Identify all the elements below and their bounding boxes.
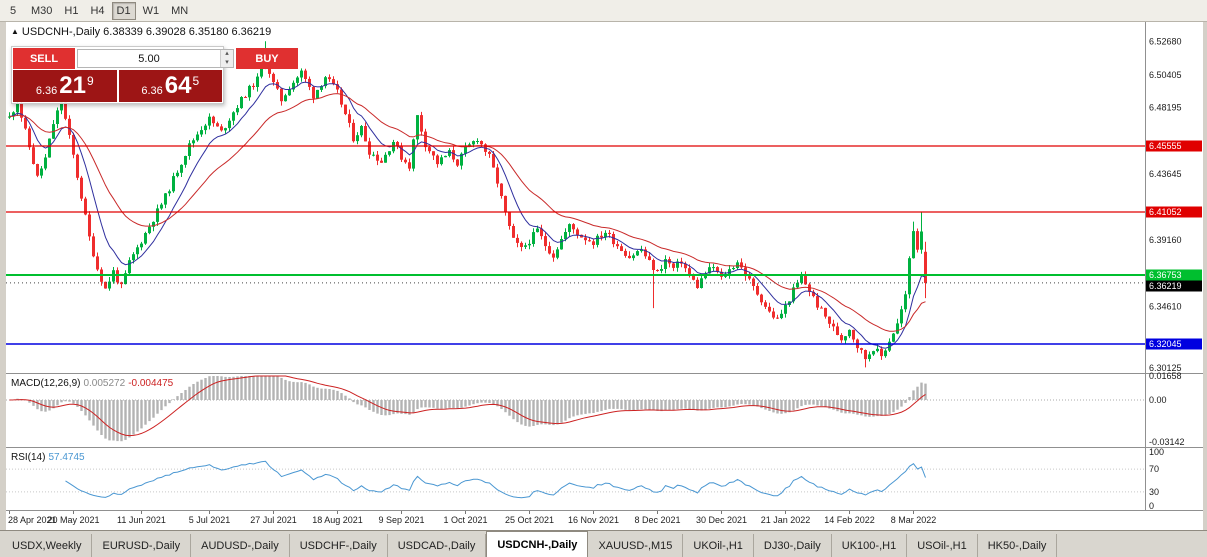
svg-text:6.36219: 6.36219 [1149, 281, 1182, 291]
buy-price-big: 64 [164, 72, 192, 99]
timeframe-button-h1[interactable]: H1 [64, 4, 79, 17]
timeframe-button-h4[interactable]: H4 [90, 4, 105, 17]
timeframe-button-w1[interactable]: W1 [142, 4, 160, 17]
candles-layer [8, 41, 927, 368]
svg-text:6.32045: 6.32045 [1149, 339, 1182, 349]
rsi-name: RSI(14) [11, 452, 46, 463]
sell-price-sup: 9 [86, 73, 94, 88]
timeframe-button-m30[interactable]: M30 [31, 4, 53, 17]
macd-indicator-label: MACD(12,26,9) 0.005272 -0.004475 [11, 378, 173, 389]
chart-symbol-label: USDCNH-,Daily [21, 26, 101, 38]
moving-average-lines [9, 81, 926, 349]
svg-text:14 Feb 2022: 14 Feb 2022 [824, 515, 875, 525]
volume-input[interactable] [78, 50, 220, 67]
svg-text:6.48195: 6.48195 [1149, 102, 1182, 112]
buy-button[interactable]: BUY [236, 48, 298, 69]
price-axis: 6.52680 6.50405 6.48195 6.43645 6.39160 6.346… [6, 22, 1203, 511]
svg-text:30: 30 [1149, 487, 1159, 497]
svg-text:30 Dec 2021: 30 Dec 2021 [696, 515, 747, 525]
volume-spinner: ▴ ▾ [220, 50, 233, 67]
svg-text:8 Dec 2021: 8 Dec 2021 [634, 515, 680, 525]
svg-text:6.39160: 6.39160 [1149, 235, 1182, 245]
svg-text:1 Oct 2021: 1 Oct 2021 [443, 515, 487, 525]
svg-text:9 Sep 2021: 9 Sep 2021 [378, 515, 424, 525]
chart-title: ▲ USDCNH-,Daily 6.38339 6.39028 6.35180 6.362… [11, 26, 274, 38]
sell-price-button[interactable]: 6.36 21 9 [13, 70, 117, 102]
svg-text:11 Jun 2021: 11 Jun 2021 [117, 515, 166, 525]
svg-text:6.52680: 6.52680 [1149, 37, 1182, 47]
svg-text:28 Apr 2021: 28 Apr 2021 [8, 515, 57, 525]
macd-value: 0.005272 [83, 378, 126, 389]
svg-text:6.30125: 6.30125 [1149, 363, 1182, 373]
chart-tab-ukoil-h1[interactable]: UKOil-,H1 [683, 534, 754, 557]
svg-text:18 Aug 2021: 18 Aug 2021 [312, 515, 363, 525]
volume-up-arrow-icon[interactable]: ▴ [221, 50, 233, 59]
timeframe-toolbar: 5 M30 H1 H4 D1 W1 MN [0, 0, 1207, 22]
sell-price-prefix: 6.36 [35, 84, 58, 97]
svg-text:20 May 2021: 20 May 2021 [47, 515, 99, 525]
svg-text:0.01658: 0.01658 [1149, 371, 1182, 381]
svg-text:21 Jan 2022: 21 Jan 2022 [761, 515, 811, 525]
price-chart-svg[interactable]: 6.52680 6.50405 6.48195 6.43645 6.39160 6.346… [6, 22, 1203, 530]
rsi-panel [6, 460, 1145, 499]
svg-text:0.00: 0.00 [1149, 395, 1167, 405]
chart-area[interactable]: 6.52680 6.50405 6.48195 6.43645 6.39160 6.346… [0, 22, 1207, 530]
svg-text:-0.03142: -0.03142 [1149, 437, 1185, 447]
chart-tab-uk100-h1[interactable]: UK100-,H1 [831, 534, 908, 557]
macd-signal-value: -0.004475 [128, 378, 174, 389]
svg-text:8 Mar 2022: 8 Mar 2022 [891, 515, 937, 525]
timeframe-button-5[interactable]: 5 [9, 4, 17, 17]
ohlc-close: 6.36219 [231, 26, 272, 38]
svg-text:16 Nov 2021: 16 Nov 2021 [568, 515, 619, 525]
chart-tab-usdchf-daily[interactable]: USDCHF-,Daily [289, 534, 388, 557]
rsi-indicator-label: RSI(14) 57.4745 [11, 452, 85, 463]
chart-tabbar: USDX,Weekly EURUSD-,Daily AUDUSD-,Daily USD… [0, 530, 1207, 557]
svg-text:100: 100 [1149, 447, 1164, 457]
timeframe-button-mn[interactable]: MN [171, 4, 189, 17]
chart-tab-audusd-daily[interactable]: AUDUSD-,Daily [191, 534, 290, 557]
buy-price-sup: 5 [192, 73, 200, 88]
svg-text:27 Jul 2021: 27 Jul 2021 [250, 515, 297, 525]
macd-name: MACD(12,26,9) [11, 378, 81, 389]
horizontal-level-lines[interactable] [6, 145, 1145, 345]
svg-text:70: 70 [1149, 464, 1159, 474]
macd-panel [6, 375, 1145, 442]
volume-down-arrow-icon[interactable]: ▾ [221, 58, 233, 67]
rsi-value: 57.4745 [48, 452, 85, 463]
buy-price-button[interactable]: 6.36 64 5 [118, 70, 222, 102]
volume-box: ▴ ▾ [77, 49, 234, 68]
chart-tab-hk50-daily[interactable]: HK50-,Daily [977, 534, 1058, 557]
buy-price-prefix: 6.36 [141, 84, 163, 97]
chart-tab-dj30-daily[interactable]: DJ30-,Daily [753, 534, 832, 557]
ohlc-open: 6.38339 [103, 26, 143, 38]
svg-text:6.43645: 6.43645 [1149, 169, 1182, 179]
svg-text:6.36753: 6.36753 [1149, 270, 1182, 280]
chart-tab-eurusd-daily[interactable]: EURUSD-,Daily [92, 534, 192, 557]
ohlc-high: 6.39028 [145, 26, 186, 38]
svg-text:25 Oct 2021: 25 Oct 2021 [505, 515, 554, 525]
expand-arrow-icon[interactable]: ▲ [11, 27, 19, 36]
svg-text:6.34610: 6.34610 [1149, 301, 1182, 311]
svg-text:6.41052: 6.41052 [1149, 207, 1182, 217]
chart-tab-usdx-weekly[interactable]: USDX,Weekly [2, 534, 93, 557]
sell-price-big: 21 [59, 72, 86, 99]
svg-text:6.50405: 6.50405 [1149, 70, 1182, 80]
sell-button[interactable]: SELL [13, 48, 75, 69]
svg-text:5 Jul 2021: 5 Jul 2021 [189, 515, 231, 525]
ohlc-low: 6.35180 [188, 26, 229, 38]
timeframe-button-d1[interactable]: D1 [111, 1, 136, 20]
chart-tab-usdcnh-daily[interactable]: USDCNH-,Daily [486, 531, 589, 557]
svg-text:0: 0 [1149, 501, 1154, 511]
chart-tab-usoil-h1[interactable]: USOil-,H1 [907, 534, 978, 557]
chart-tab-usdcad-daily[interactable]: USDCAD-,Daily [387, 534, 487, 557]
chart-tab-xauusd-m15[interactable]: XAUUSD-,M15 [588, 534, 684, 557]
svg-text:6.45555: 6.45555 [1149, 141, 1182, 151]
